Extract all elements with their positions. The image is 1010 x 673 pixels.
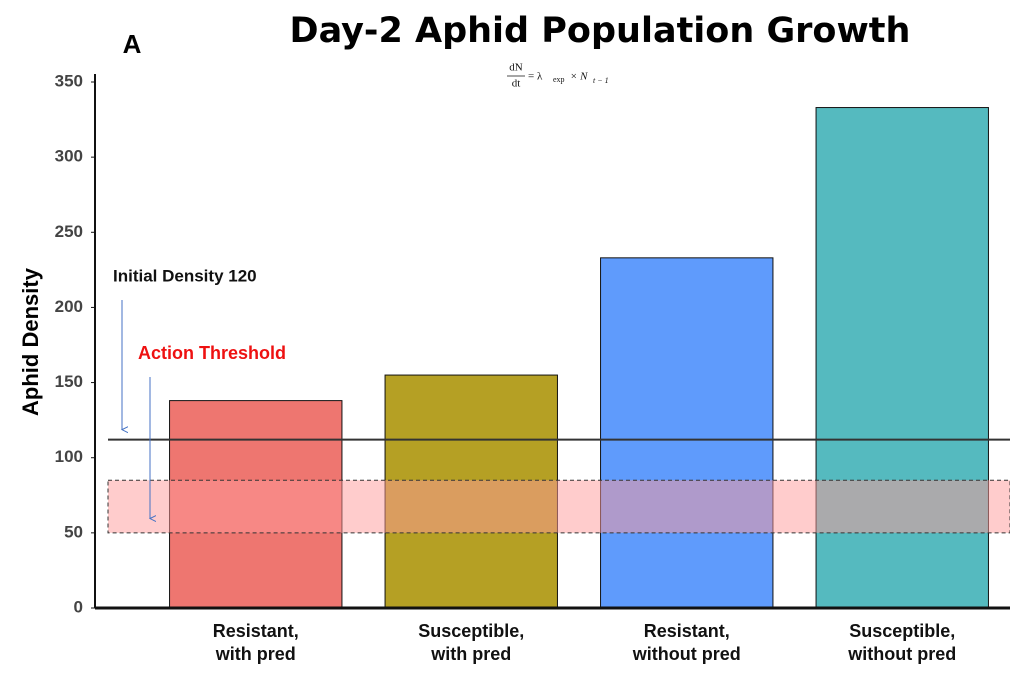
x-tick-label: without pred [632,644,741,664]
bar [600,257,774,609]
y-tick-label: 300 [55,147,83,166]
y-tick-label: 250 [55,222,83,241]
x-tick-label: without pred [847,644,956,664]
x-tick-label: Resistant, [213,621,299,641]
formula-sub: t − 1 [593,76,609,85]
formula-sub: exp [553,75,565,84]
y-axis-label: Aphid Density [18,267,43,416]
y-tick-label: 100 [55,447,83,466]
annotation: Action Threshold [138,343,286,363]
x-tick-label: Susceptible, [849,621,955,641]
y-tick-label: 200 [55,297,83,316]
annotation: Initial Density 120 [113,266,257,285]
panel-label: A [123,29,142,59]
formula-numerator: dN [509,62,523,74]
formula-denominator: dt [512,78,521,90]
chart-title: Day-2 Aphid Population Growth [290,11,911,51]
x-tick-label: Resistant, [644,621,730,641]
x-tick-label: with pred [215,644,296,664]
formula: dN dt = λ exp × N t − 1 [507,62,609,90]
formula-rhs: × N [570,71,588,83]
x-tick-label: with pred [430,644,511,664]
y-tick-label: 350 [55,71,83,90]
y-tick-label: 50 [64,522,83,541]
threshold-band [107,479,1010,534]
formula-rhs: = λ [528,71,543,83]
y-tick-label: 0 [74,597,83,616]
x-tick-label: Susceptible, [418,621,524,641]
y-tick-label: 150 [55,372,83,391]
